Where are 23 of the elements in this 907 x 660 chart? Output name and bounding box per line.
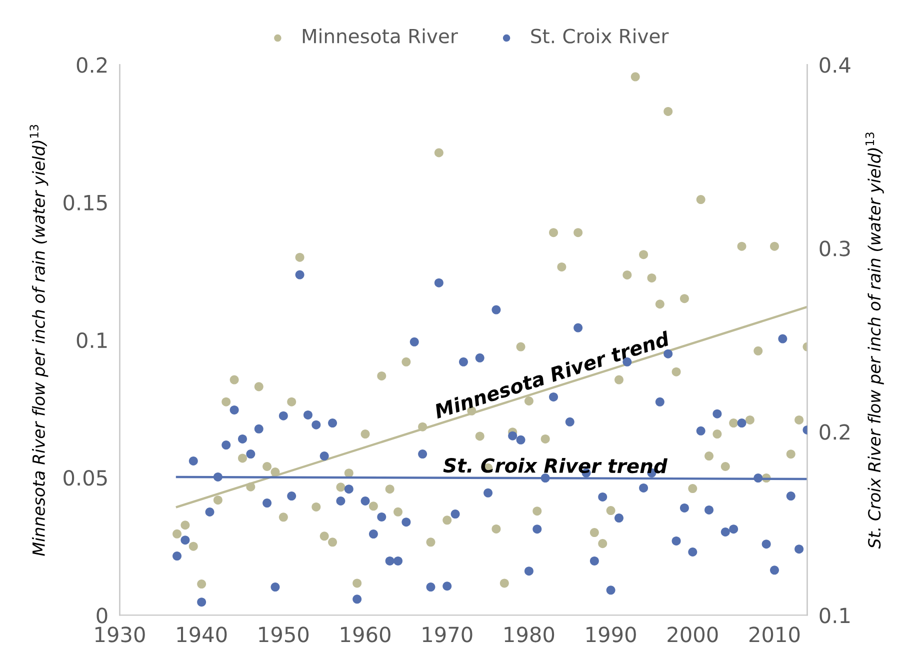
x-tick-label: 1980 bbox=[504, 626, 554, 642]
x-tick-label: 1990 bbox=[586, 626, 636, 642]
y2-tick-label: 0.4 bbox=[820, 57, 850, 73]
x-tick-label: 1930 bbox=[96, 626, 145, 642]
x-tick-label: 1950 bbox=[259, 626, 309, 642]
series-label: St. Croix River trend bbox=[443, 458, 668, 474]
y-tick-label: 0 bbox=[96, 608, 108, 624]
y-tick-label: 0.05 bbox=[64, 470, 107, 486]
x-tick-label: 1940 bbox=[177, 626, 227, 642]
y2-tick-label: 0.2 bbox=[820, 424, 850, 440]
x-tick-label: 1960 bbox=[341, 626, 390, 642]
x-tick-label: 2010 bbox=[750, 626, 800, 642]
y-axis-title: Minnesota River flow per inch of rain (water yield)$^{13}$ bbox=[30, 124, 48, 556]
y2-tick-label: 0.1 bbox=[820, 608, 850, 624]
legend-label: St. Croix River bbox=[531, 28, 669, 44]
y2-tick-label: 0.3 bbox=[820, 240, 850, 256]
x-tick-label: 1970 bbox=[422, 626, 472, 642]
x-tick-label: 2000 bbox=[668, 626, 718, 642]
y-tick-label: 0.1 bbox=[76, 332, 107, 348]
y-tick-label: 0.2 bbox=[76, 57, 107, 73]
y-tick-label: 0.15 bbox=[64, 194, 107, 210]
legend-label: Minnesota River bbox=[302, 28, 458, 44]
y2-axis-title: St. Croix River flow per inch of rain (water yield)$^{13}$ bbox=[865, 132, 884, 549]
